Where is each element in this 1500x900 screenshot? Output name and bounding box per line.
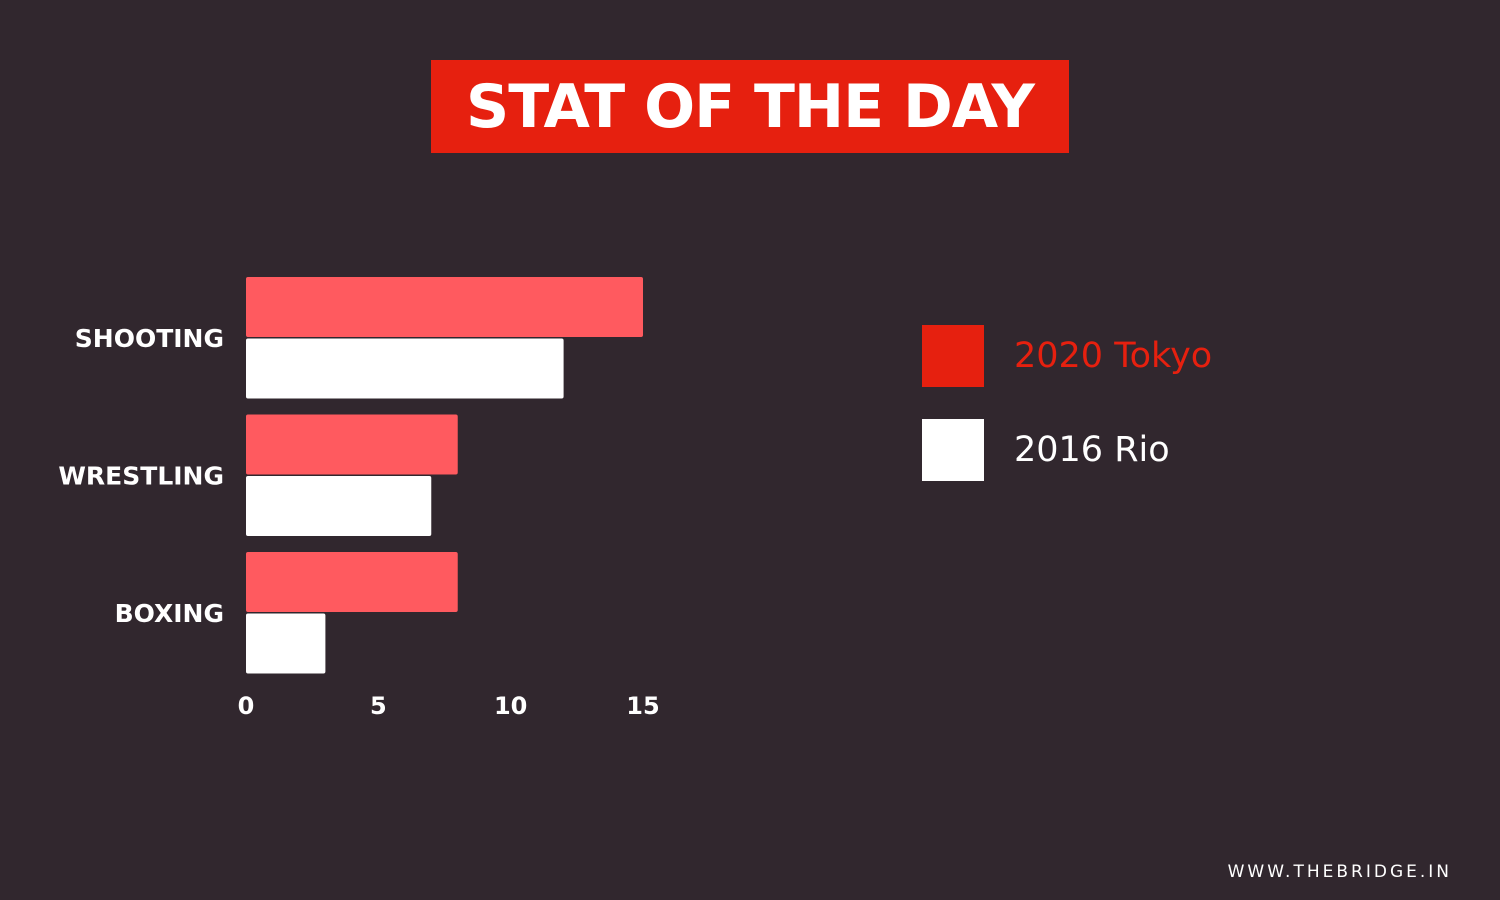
bar-shooting-2020-tokyo xyxy=(246,277,643,337)
website-footer: WWW.THEBRIDGE.IN xyxy=(1227,862,1452,882)
category-label-shooting: SHOOTING xyxy=(75,324,224,353)
category-label-boxing: BOXING xyxy=(115,599,224,628)
legend-swatch-tokyo xyxy=(922,325,984,387)
category-label-wrestling: WRESTLING xyxy=(58,461,224,490)
bar-boxing-2020-tokyo xyxy=(246,552,458,612)
bar-wrestling-2016-rio xyxy=(246,476,432,536)
title-banner: STAT OF THE DAY xyxy=(431,60,1069,153)
x-tick-label-15: 15 xyxy=(626,692,659,720)
page-title: STAT OF THE DAY xyxy=(466,71,1035,142)
x-tick-label-0: 0 xyxy=(238,692,255,720)
legend-label-tokyo: 2020 Tokyo xyxy=(1014,336,1213,376)
legend-item-rio: 2016 Rio xyxy=(922,419,1212,481)
x-tick-label-10: 10 xyxy=(494,692,527,720)
bar-wrestling-2020-tokyo xyxy=(246,414,458,475)
legend-item-tokyo: 2020 Tokyo xyxy=(922,325,1212,387)
x-axis-ticks: 0 5 10 15 xyxy=(238,692,660,720)
x-tick-label-5: 5 xyxy=(370,692,387,720)
bar-shooting-2016-rio xyxy=(246,338,564,399)
chart-legend: 2020 Tokyo 2016 Rio xyxy=(922,325,1212,513)
legend-label-rio: 2016 Rio xyxy=(1014,430,1170,470)
category-labels: SHOOTING WRESTLING BOXING xyxy=(58,324,224,628)
bars-layer xyxy=(246,277,643,674)
legend-swatch-rio xyxy=(922,419,984,481)
bar-boxing-2016-rio xyxy=(246,613,326,674)
